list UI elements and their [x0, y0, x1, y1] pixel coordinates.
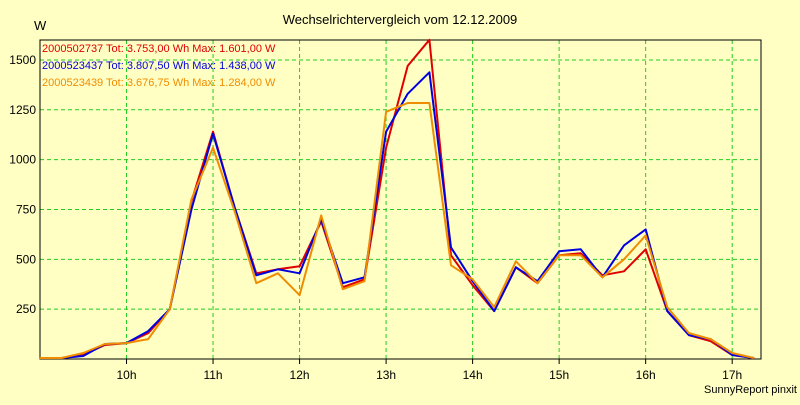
data-point	[385, 146, 387, 149]
data-point	[709, 338, 712, 340]
data-point	[623, 258, 625, 261]
data-point	[493, 310, 496, 312]
data-point	[385, 110, 387, 113]
data-point	[255, 274, 258, 277]
data-point	[515, 260, 517, 263]
data-point	[601, 276, 604, 279]
data-point	[644, 234, 647, 237]
data-point	[342, 282, 344, 285]
data-point	[82, 355, 85, 357]
data-point	[666, 306, 669, 308]
footer-credit: SunnyReport pinxit	[704, 384, 797, 396]
series-2000523437	[39, 71, 755, 359]
grid	[40, 40, 761, 364]
data-point	[515, 266, 517, 269]
y-tick-label: 1500	[9, 53, 36, 67]
legend: 2000502737 Tot: 3.753,00 Wh Max: 1.601,0…	[42, 43, 276, 89]
data-point	[406, 102, 409, 104]
y-tick-label: 1000	[9, 153, 36, 167]
x-tick-label: 15h	[549, 368, 569, 382]
data-point	[298, 294, 301, 297]
x-tick-label: 10h	[117, 368, 137, 382]
data-point	[363, 280, 366, 283]
data-point	[82, 352, 85, 354]
x-tick-label: 16h	[636, 368, 656, 382]
legend-entry: 2000523439 Tot: 3.676,75 Wh Max: 1.284,0…	[42, 77, 276, 89]
y-tick-label: 250	[16, 302, 36, 316]
x-tick-label: 17h	[722, 368, 742, 382]
data-point	[212, 146, 214, 149]
data-point	[60, 357, 63, 359]
x-tick-label: 11h	[203, 368, 222, 382]
data-point	[471, 284, 474, 287]
data-point	[558, 250, 560, 253]
series-line	[40, 102, 755, 359]
x-tick-label: 12h	[290, 368, 310, 382]
data-point	[147, 330, 149, 332]
y-tick-label: 750	[16, 202, 36, 216]
data-point	[298, 272, 301, 275]
y-axis-label: W	[34, 18, 47, 33]
data-point	[190, 208, 193, 211]
data-point	[644, 248, 647, 251]
data-point	[320, 214, 323, 217]
chart-title: Wechselrichtervergleich vom 12.12.2009	[283, 12, 518, 27]
data-point	[579, 252, 582, 255]
data-point	[277, 268, 279, 271]
data-point	[688, 334, 690, 336]
data-point	[471, 278, 474, 281]
data-point	[125, 342, 128, 344]
y-tick-label: 500	[16, 252, 36, 266]
data-point	[428, 102, 431, 104]
data-point	[753, 357, 755, 359]
data-point	[493, 306, 496, 308]
data-point	[579, 254, 582, 257]
data-point	[428, 39, 431, 41]
data-point	[666, 310, 669, 312]
data-point	[558, 254, 560, 257]
series-line	[40, 71, 754, 359]
data-point	[212, 130, 214, 133]
legend-entry: 2000523437 Tot: 3.807,50 Wh Max: 1.438,0…	[42, 60, 276, 72]
data-point	[298, 265, 301, 268]
data-point	[147, 338, 149, 340]
data-point	[277, 272, 279, 275]
data-point	[536, 282, 539, 285]
data-point	[212, 132, 214, 135]
data-point	[709, 340, 712, 342]
series-2000523439	[39, 102, 755, 359]
tick-labels: 250 500 750 1000 1250 1500 10h 11h 12h 13h 14h 15h 1…	[9, 53, 742, 382]
data-point	[450, 246, 452, 249]
data-point	[168, 308, 171, 310]
data-point	[255, 282, 258, 285]
data-point	[190, 198, 193, 201]
series-layer	[39, 38, 755, 359]
data-point	[233, 210, 236, 213]
plot-frame	[39, 39, 762, 360]
data-point	[623, 244, 625, 247]
data-point	[406, 93, 409, 95]
x-tick-label: 13h	[376, 368, 396, 382]
data-point	[450, 264, 452, 267]
data-point	[579, 248, 582, 251]
data-point	[104, 343, 106, 345]
data-point	[385, 130, 387, 133]
data-point	[688, 332, 690, 334]
legend-entry: 2000502737 Tot: 3.753,00 Wh Max: 1.601,0…	[42, 43, 276, 55]
y-tick-label: 1250	[9, 103, 36, 117]
data-point	[428, 71, 431, 74]
data-point	[147, 332, 149, 334]
data-point	[342, 288, 344, 291]
data-point	[644, 228, 647, 231]
data-point	[406, 65, 409, 67]
data-point	[39, 357, 41, 359]
x-tick-label: 14h	[463, 368, 483, 382]
data-point	[731, 354, 733, 356]
data-point	[623, 270, 625, 273]
data-point	[731, 352, 733, 354]
